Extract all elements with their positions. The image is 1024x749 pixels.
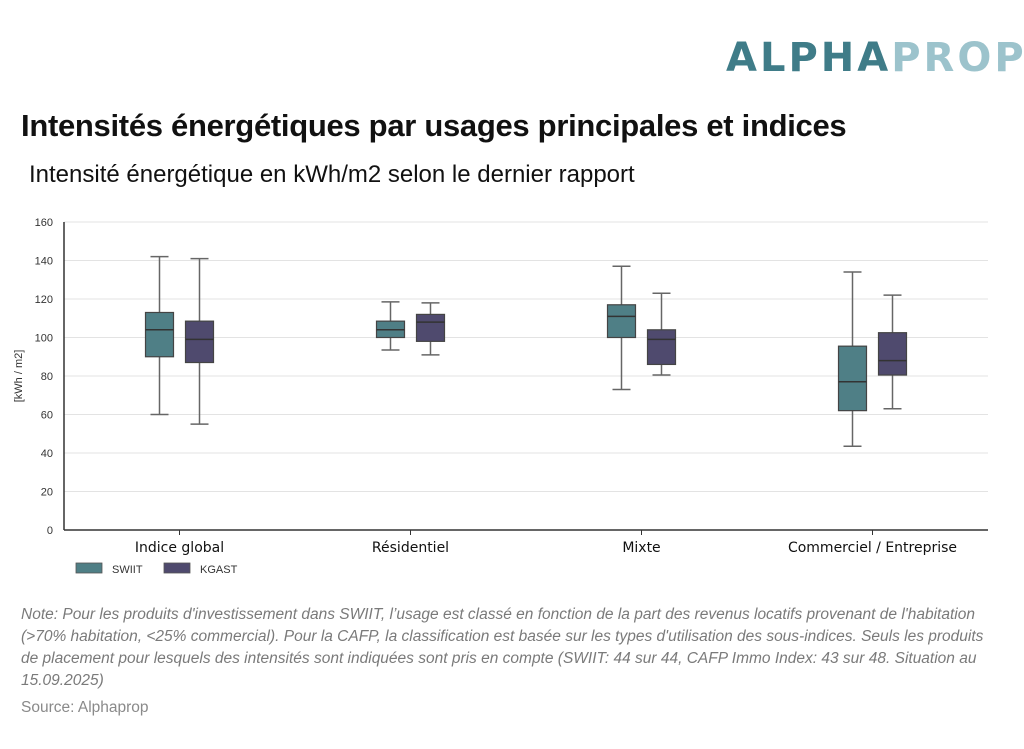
y-tick-label: 60 xyxy=(41,410,53,422)
box-iqr xyxy=(837,345,868,412)
box-iqr xyxy=(415,313,446,342)
legend-swatch-kgast xyxy=(163,562,191,574)
grid-lines xyxy=(64,221,988,492)
x-tick-label: Mixte xyxy=(622,540,660,556)
legend-swatch-swiit xyxy=(75,562,103,574)
box-iqr xyxy=(184,320,215,364)
boxplot-chart: 0 20 40 60 80 100 120 140 160 [kWh / m2] Indice … xyxy=(13,217,988,576)
x-tick-label: Indice global xyxy=(135,540,224,556)
box-swiit-1 xyxy=(375,301,406,351)
y-tick-label: 40 xyxy=(41,448,53,460)
box-swiit-2 xyxy=(606,265,637,391)
box-swiit-3 xyxy=(837,271,868,448)
x-tick-label: Résidentiel xyxy=(372,540,449,556)
y-tick-label: 20 xyxy=(41,487,53,499)
chart-title: Intensités énergétiques par usages princ… xyxy=(21,108,847,143)
box-iqr xyxy=(646,329,677,366)
box-kgast-0 xyxy=(184,257,215,425)
box-kgast-2 xyxy=(646,292,677,376)
box-iqr xyxy=(144,311,175,358)
logo-part-2: PROP xyxy=(891,35,1024,81)
y-tick-label: 0 xyxy=(47,525,53,537)
box-swiit-0 xyxy=(144,255,175,416)
source-label: Source: Alphaprop xyxy=(21,699,149,716)
box-kgast-3 xyxy=(877,294,908,410)
box-iqr xyxy=(877,332,908,376)
axes xyxy=(63,222,988,535)
chart-subtitle: Intensité énergétique en kWh/m2 selon le… xyxy=(29,161,635,188)
y-axis-label: [kWh / m2] xyxy=(13,350,25,403)
x-tick-label: Commerciel / Entreprise xyxy=(788,540,957,556)
box-kgast-1 xyxy=(415,302,446,356)
y-tick-label: 120 xyxy=(35,294,53,306)
y-axis-ticks: 0 20 40 60 80 100 120 140 160 xyxy=(35,217,53,537)
logo-part-1: ALPHA xyxy=(726,35,892,81)
y-tick-label: 80 xyxy=(41,371,53,383)
x-axis-labels: Indice global Résidentiel Mixte Commerciel … xyxy=(135,540,957,556)
legend: SWIIT KGAST xyxy=(75,562,238,576)
footnote: Note: Pour les produits d'investissement… xyxy=(21,606,984,689)
alphaprop-logo: ALPHAPROP xyxy=(726,38,1024,78)
y-tick-label: 100 xyxy=(35,333,53,345)
y-tick-label: 140 xyxy=(35,256,53,268)
boxes xyxy=(144,255,908,448)
y-tick-label: 160 xyxy=(35,217,53,229)
box-iqr xyxy=(606,304,637,339)
legend-label-swiit: SWIIT xyxy=(112,564,143,576)
legend-label-kgast: KGAST xyxy=(200,564,238,576)
